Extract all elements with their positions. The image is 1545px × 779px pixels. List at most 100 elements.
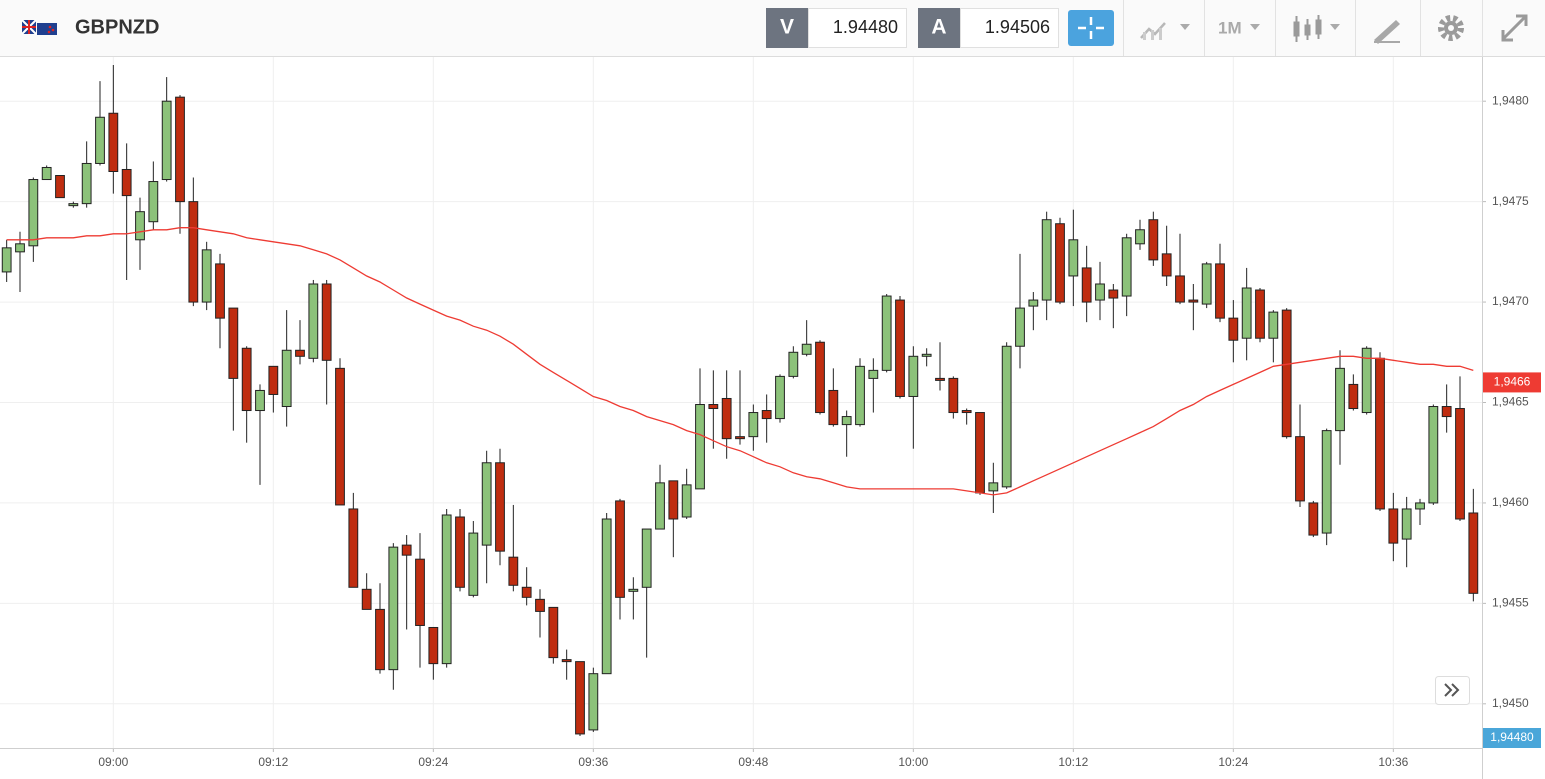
candle-body	[1121, 237, 1132, 297]
candle-body	[1335, 367, 1345, 432]
scroll-button[interactable]	[1435, 676, 1470, 705]
candle-body	[615, 500, 625, 598]
ask-price[interactable]: 1.94506	[985, 17, 1050, 37]
drawing-button[interactable]	[1374, 20, 1400, 44]
candle-body	[308, 283, 319, 359]
candle-body	[361, 588, 372, 610]
x-tick-label: 10:24	[1218, 755, 1248, 769]
candle-body	[335, 367, 345, 506]
candle-body	[1001, 345, 1012, 488]
bid-box[interactable]	[808, 8, 907, 48]
candle-body	[641, 528, 652, 588]
symbol[interactable]: GBPNZD	[75, 16, 159, 38]
last-price-tag: 1,94480	[1490, 730, 1534, 744]
candle-body	[908, 355, 919, 397]
candle-body	[828, 389, 839, 426]
y-tick-label: 1,9450	[1492, 696, 1529, 710]
candle-body	[1108, 289, 1119, 299]
last-price-tag-bg	[1483, 728, 1541, 748]
candle-body	[655, 482, 665, 530]
candle-body	[561, 659, 572, 663]
candle-body	[148, 181, 159, 223]
crosshair-button[interactable]	[1068, 10, 1114, 46]
candle-body	[268, 365, 279, 395]
candle-body	[481, 462, 492, 546]
candle-body	[1388, 508, 1399, 544]
candle-body	[1148, 219, 1159, 261]
candle-body	[628, 588, 639, 592]
candle-body	[895, 299, 905, 397]
candle-body	[1, 247, 12, 273]
candle-body	[721, 397, 732, 440]
candle-body	[215, 263, 225, 319]
candle-body	[161, 100, 172, 181]
x-tick-label: 10:36	[1378, 755, 1408, 769]
y-tick-label: 1,9480	[1492, 93, 1529, 107]
candle-body	[748, 412, 759, 438]
candle-body	[775, 375, 785, 420]
candle-body	[668, 480, 679, 520]
candle-body	[1468, 512, 1479, 594]
candle-body	[535, 598, 545, 612]
candle-body	[508, 556, 519, 586]
indicators-button[interactable]	[1140, 22, 1190, 40]
fullscreen-button[interactable]	[1501, 14, 1528, 42]
bid-price[interactable]: 1.94480	[833, 17, 898, 37]
candle-body	[575, 661, 585, 735]
candle-body	[175, 96, 185, 203]
bid-badge[interactable]	[766, 8, 808, 48]
candle-body	[521, 586, 532, 598]
candle-body	[1375, 357, 1385, 510]
candle-body	[921, 353, 932, 357]
candle-body	[1255, 289, 1265, 339]
candle-body	[121, 168, 132, 197]
plot-area: 1,9450 1,9455 1,9460 1,9465 1,9470 1,9475 1,94…	[0, 57, 1541, 779]
separators	[1123, 0, 1483, 56]
candle-body	[1068, 239, 1079, 277]
candle-body	[68, 203, 79, 207]
candle-body	[321, 283, 332, 361]
ask-box[interactable]	[960, 8, 1059, 48]
y-tick-label: 1,9455	[1492, 596, 1529, 610]
candle-body	[695, 404, 705, 490]
moving-average	[6, 227, 1474, 496]
candle-body	[1268, 311, 1279, 339]
ask-label[interactable]: A	[931, 16, 946, 39]
candle-body	[1041, 219, 1052, 301]
candle-body	[348, 508, 359, 588]
candle-body	[15, 243, 25, 253]
candle-body	[1415, 502, 1425, 510]
candle-body	[761, 410, 772, 420]
candle-body	[401, 544, 412, 556]
chart-type-button[interactable]	[1293, 15, 1340, 42]
candle-body	[815, 341, 825, 414]
candle-body	[1095, 283, 1105, 301]
timeframe[interactable]: 1M	[1218, 18, 1242, 37]
candle-body	[601, 518, 612, 675]
candle-body	[28, 179, 39, 247]
candle-body	[1361, 347, 1372, 414]
candle-body	[801, 343, 812, 355]
candle-body	[388, 546, 399, 671]
timeframe-button[interactable]: 1M	[1218, 18, 1260, 37]
toolbar: GBPNZD V 1.94480 A 1.94506 1M	[0, 0, 1545, 57]
candle-body	[1321, 430, 1332, 534]
candle-body	[988, 482, 999, 492]
settings-button[interactable]	[1438, 15, 1464, 41]
candle-body	[548, 606, 559, 659]
candle-body	[1428, 406, 1439, 504]
candle-body	[295, 349, 305, 357]
candle-body	[961, 410, 972, 414]
y-tick-label: 1,9465	[1492, 395, 1529, 409]
bid-label[interactable]: V	[780, 16, 794, 39]
x-tick-label: 09:48	[738, 755, 768, 769]
candle-body	[415, 558, 425, 626]
candle-body	[1455, 408, 1465, 520]
candle-body	[1175, 275, 1185, 303]
candle-body	[1441, 406, 1452, 418]
candle-body	[975, 412, 985, 494]
candle-body	[1135, 229, 1145, 245]
ask-badge[interactable]	[918, 8, 960, 48]
y-tick-label: 1,9470	[1492, 294, 1529, 308]
candle-body	[468, 532, 479, 596]
